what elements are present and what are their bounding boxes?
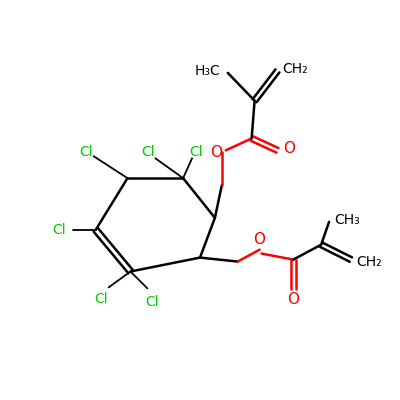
Text: Cl: Cl (94, 292, 108, 306)
Text: Cl: Cl (189, 145, 203, 159)
Text: Cl: Cl (52, 223, 66, 237)
Text: H₃C: H₃C (195, 64, 221, 78)
Text: CH₃: CH₃ (334, 213, 360, 227)
Text: Cl: Cl (79, 145, 93, 159)
Text: CH₂: CH₂ (282, 62, 308, 76)
Text: O: O (254, 232, 266, 247)
Text: Cl: Cl (142, 145, 155, 159)
Text: Cl: Cl (146, 295, 159, 309)
Text: O: O (210, 145, 222, 160)
Text: O: O (283, 141, 295, 156)
Text: CH₂: CH₂ (356, 254, 382, 268)
Text: O: O (287, 292, 299, 307)
